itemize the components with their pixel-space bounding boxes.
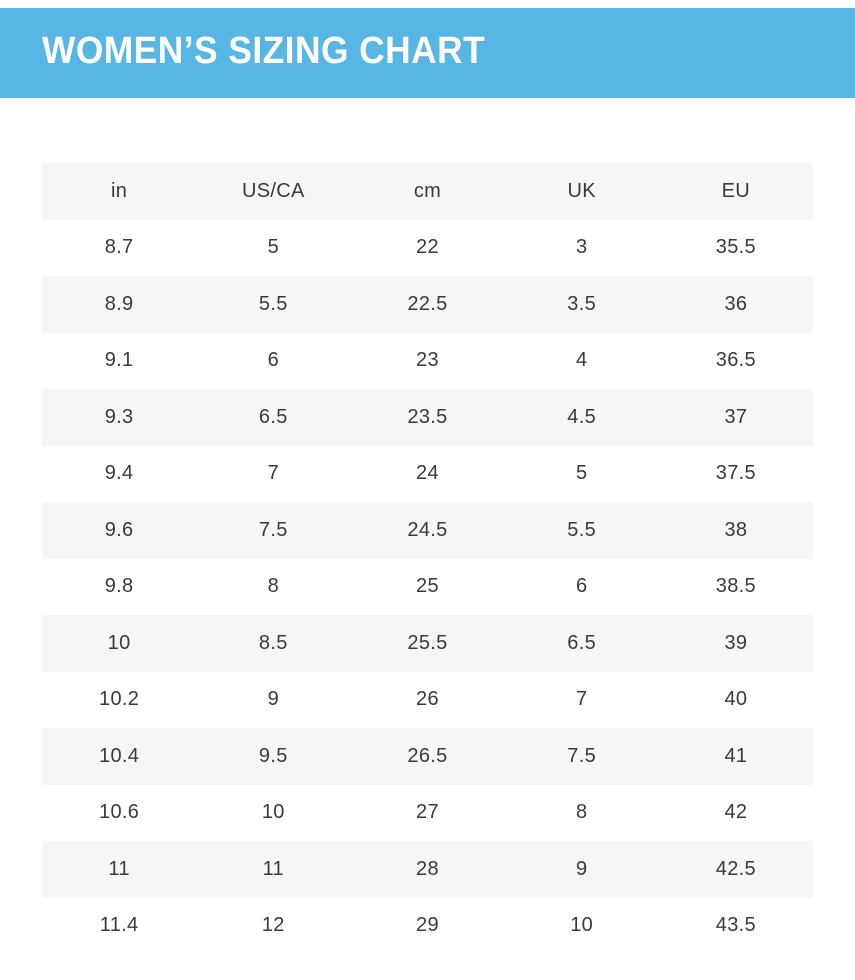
table-row: 10.6 10 27 8 42 xyxy=(42,784,813,841)
column-header: UK xyxy=(567,179,596,202)
table-cell: 8 xyxy=(575,801,588,824)
table-cell: 8.5 xyxy=(258,631,288,654)
table-cell: 29 xyxy=(416,914,439,937)
column-header: US/CA xyxy=(241,179,305,202)
table-row: 9.4 7 24 5 37.5 xyxy=(42,445,813,502)
table-row: 11 11 28 9 42.5 xyxy=(42,841,813,898)
table-cell: 25 xyxy=(416,575,439,598)
table-cell: 37.5 xyxy=(715,462,756,485)
sizing-table: in US/CA cm UK EU 8.7 5 22 3 35.5 8.9 5.5 22.5 3.5 36… xyxy=(42,163,813,954)
table-head: in US/CA cm UK EU xyxy=(42,163,813,220)
table-cell: 10.2 xyxy=(99,688,140,711)
table-cell: 23 xyxy=(416,349,439,372)
table-cell: 35.5 xyxy=(715,236,756,259)
table-cell: 3.5 xyxy=(567,292,596,315)
table-cell: 24 xyxy=(416,462,439,485)
table-cell: 3 xyxy=(575,236,588,259)
column-header: cm xyxy=(413,179,442,202)
table-cell: 43.5 xyxy=(715,914,756,937)
table-cell: 6 xyxy=(575,575,588,598)
table-cell: 11 xyxy=(262,857,284,880)
table-row: 8.7 5 22 3 35.5 xyxy=(42,219,813,276)
table-cell: 38 xyxy=(724,518,748,541)
table-cell: 6.5 xyxy=(567,631,596,654)
table-cell: 26 xyxy=(416,688,439,711)
table-cell: 5 xyxy=(575,462,588,485)
table-cell: 8.7 xyxy=(104,236,134,259)
table-row: 9.6 7.5 24.5 5.5 38 xyxy=(42,502,813,559)
table-cell: 10 xyxy=(107,631,131,654)
table-cell: 38.5 xyxy=(715,575,756,598)
table-cell: 7.5 xyxy=(258,518,288,541)
table-cell: 10 xyxy=(570,914,594,937)
table-cell: 6.5 xyxy=(258,405,288,428)
table-cell: 9.8 xyxy=(104,575,134,598)
table-row: 9.8 8 25 6 38.5 xyxy=(42,558,813,615)
table-cell: 41 xyxy=(724,744,748,767)
table-cell: 5.5 xyxy=(567,518,596,541)
table-cell: 9.3 xyxy=(104,405,134,428)
table-cell: 9.1 xyxy=(104,349,134,372)
table-cell: 22 xyxy=(416,236,439,259)
table-cell: 5.5 xyxy=(258,292,288,315)
table-cell: 23.5 xyxy=(407,405,448,428)
table-cell: 36.5 xyxy=(715,349,756,372)
table-row: 10 8.5 25.5 6.5 39 xyxy=(42,615,813,672)
table-cell: 10 xyxy=(261,801,285,824)
table-cell: 40 xyxy=(724,688,748,711)
table-cell: 5 xyxy=(267,236,279,259)
table-row: 9.1 6 23 4 36.5 xyxy=(42,332,813,389)
table-cell: 11 xyxy=(108,857,130,880)
table-cell: 7 xyxy=(575,688,588,711)
table-cell: 9.4 xyxy=(104,462,134,485)
table-cell: 42 xyxy=(724,801,748,824)
table-cell: 9 xyxy=(267,688,279,711)
table-cell: 11.4 xyxy=(99,914,139,937)
table-cell: 28 xyxy=(416,857,439,880)
table-cell: 8.9 xyxy=(104,292,134,315)
column-header: in xyxy=(111,179,128,202)
table-row: 10.2 9 26 7 40 xyxy=(42,671,813,728)
table-row: 9.3 6.5 23.5 4.5 37 xyxy=(42,389,813,446)
table-row: 8.9 5.5 22.5 3.5 36 xyxy=(42,276,813,333)
table-cell: 24.5 xyxy=(407,518,448,541)
table-cell: 39 xyxy=(724,631,748,654)
table-cell: 42.5 xyxy=(715,857,756,880)
table-cell: 9.5 xyxy=(258,744,288,767)
table-cell: 8 xyxy=(267,575,279,598)
table-cell: 22.5 xyxy=(407,292,448,315)
table-cell: 27 xyxy=(416,801,439,824)
table-cell: 6 xyxy=(267,349,279,372)
table-cell: 26.5 xyxy=(407,744,448,767)
table-cell: 37 xyxy=(724,405,748,428)
table-cell: 25.5 xyxy=(407,631,448,654)
table-cell: 4 xyxy=(575,349,588,372)
title-banner: WOMEN’S SIZING CHART xyxy=(0,8,855,98)
table-cell: 12 xyxy=(261,914,285,937)
column-header: EU xyxy=(721,179,751,202)
page-title: WOMEN’S SIZING CHART xyxy=(42,29,486,72)
table-row: 10.4 9.5 26.5 7.5 41 xyxy=(42,728,813,785)
table-cell: 10.6 xyxy=(99,801,140,824)
table-cell: 9.6 xyxy=(104,518,134,541)
table-cell: 10.4 xyxy=(99,744,140,767)
table-cell: 9 xyxy=(575,857,588,880)
table-header-row: in US/CA cm UK EU xyxy=(42,163,813,220)
table-cell: 7 xyxy=(267,462,279,485)
table-cell: 4.5 xyxy=(567,405,596,428)
table-body: 8.7 5 22 3 35.5 8.9 5.5 22.5 3.5 36 9.1 6 23 4 36.5 9.3… xyxy=(42,219,813,954)
table-cell: 36 xyxy=(724,292,748,315)
table-row: 11.4 12 29 10 43.5 xyxy=(42,897,813,954)
table-cell: 7.5 xyxy=(567,744,596,767)
